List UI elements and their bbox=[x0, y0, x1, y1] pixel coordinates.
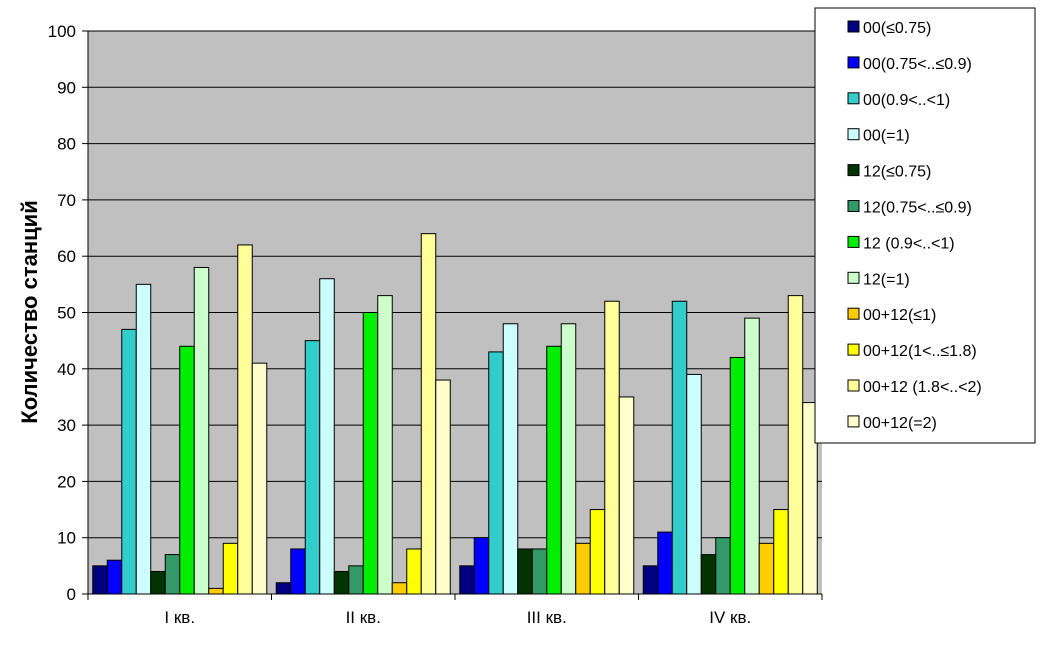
bar bbox=[275, 582, 292, 595]
legend-label: 12 (0.9<..<1) bbox=[863, 235, 955, 252]
bar bbox=[208, 587, 224, 595]
bar bbox=[164, 554, 181, 595]
bar bbox=[604, 300, 620, 595]
bar bbox=[348, 565, 364, 595]
bar bbox=[459, 565, 475, 595]
y-tick-label: 40 bbox=[57, 360, 76, 379]
legend-swatch bbox=[847, 92, 860, 105]
bar bbox=[473, 537, 490, 595]
bar bbox=[700, 554, 717, 595]
x-tick-label: IV кв. bbox=[709, 608, 751, 627]
legend-label: 00+12(=2) bbox=[863, 415, 937, 432]
bar bbox=[319, 278, 335, 595]
bar bbox=[251, 362, 268, 595]
bar bbox=[135, 283, 152, 595]
y-tick-label: 20 bbox=[57, 472, 76, 491]
bar bbox=[391, 582, 408, 595]
bar bbox=[304, 340, 321, 595]
bar bbox=[642, 565, 659, 595]
legend-label: 00(=1) bbox=[863, 128, 910, 145]
axes bbox=[82, 30, 823, 600]
bar bbox=[502, 323, 519, 595]
y-tick-label: 60 bbox=[57, 247, 76, 266]
x-tick-label: II кв. bbox=[346, 608, 381, 627]
bar bbox=[362, 312, 379, 595]
legend-label: 00(0.9<..<1) bbox=[863, 92, 950, 109]
x-tick-labels: I кв. II кв. III кв. IV кв. bbox=[164, 608, 751, 627]
legend-label: 12(≤0.75) bbox=[863, 164, 931, 181]
bar bbox=[377, 295, 393, 595]
legend-swatch bbox=[847, 128, 860, 141]
bar bbox=[237, 244, 253, 595]
bar bbox=[179, 345, 195, 595]
legend-label: 12(0.75<..≤0.9) bbox=[863, 200, 972, 217]
bar bbox=[106, 559, 123, 595]
bar bbox=[729, 357, 746, 595]
bar bbox=[546, 345, 562, 595]
y-tick-labels: 0 10 20 30 40 50 60 70 80 90 100 bbox=[48, 22, 76, 604]
legend-swatch bbox=[847, 379, 860, 392]
y-tick-label: 50 bbox=[57, 304, 76, 323]
legend: 00(≤0.75) 00(0.75<..≤0.9) 00(0.9<..<1) 00(=… bbox=[814, 7, 1036, 444]
bar bbox=[193, 266, 210, 595]
bar bbox=[222, 542, 239, 595]
bar bbox=[787, 295, 804, 595]
x-tick-label: I кв. bbox=[164, 608, 195, 627]
legend-label: 00(0.75<..≤0.9) bbox=[863, 56, 972, 73]
bar bbox=[671, 300, 688, 595]
y-tick-label: 0 bbox=[67, 585, 76, 604]
bar bbox=[618, 396, 635, 595]
bar bbox=[406, 548, 422, 595]
legend-label: 00(≤0.75) bbox=[863, 20, 931, 37]
bar bbox=[773, 509, 789, 595]
legend-swatch bbox=[847, 56, 860, 69]
y-tick-label: 90 bbox=[57, 78, 76, 97]
y-axis-label: Количество станций bbox=[17, 200, 42, 423]
y-tick-label: 70 bbox=[57, 191, 76, 210]
bar bbox=[657, 531, 673, 595]
legend-swatch bbox=[847, 343, 860, 356]
y-tick-label: 10 bbox=[57, 529, 76, 548]
legend-label: 00+12(≤1) bbox=[863, 307, 936, 324]
bar bbox=[589, 509, 606, 595]
x-tick-label: III кв. bbox=[527, 608, 567, 627]
bar bbox=[575, 542, 591, 595]
bar bbox=[150, 570, 166, 595]
bar bbox=[92, 565, 108, 595]
legend-swatch bbox=[847, 164, 860, 177]
bar bbox=[121, 328, 137, 595]
legend-box bbox=[814, 7, 1036, 444]
y-tick-label: 30 bbox=[57, 416, 76, 435]
legend-swatch bbox=[847, 200, 860, 212]
bar bbox=[517, 548, 533, 595]
y-tick-label: 80 bbox=[57, 135, 76, 154]
bar bbox=[531, 548, 548, 595]
legend-swatch bbox=[847, 271, 860, 284]
legend-swatch bbox=[847, 307, 860, 320]
legend-label: 12(=1) bbox=[863, 271, 910, 288]
y-tick-label: 100 bbox=[48, 22, 76, 41]
legend-swatch bbox=[847, 235, 860, 248]
bar bbox=[744, 317, 760, 595]
legend-label: 00+12 (1.8<..<2) bbox=[863, 379, 982, 396]
bar bbox=[488, 351, 504, 595]
bar bbox=[290, 548, 306, 595]
bar bbox=[715, 537, 731, 595]
bar bbox=[560, 323, 577, 595]
bar bbox=[420, 233, 437, 595]
legend-swatch bbox=[847, 415, 860, 428]
bar bbox=[333, 570, 350, 595]
legend-swatch bbox=[847, 20, 860, 33]
gridlines bbox=[88, 30, 822, 539]
legend-label: 00+12(1<..≤1.8) bbox=[863, 343, 977, 360]
bar bbox=[758, 542, 775, 595]
bar bbox=[686, 373, 702, 595]
bar bbox=[435, 379, 451, 595]
